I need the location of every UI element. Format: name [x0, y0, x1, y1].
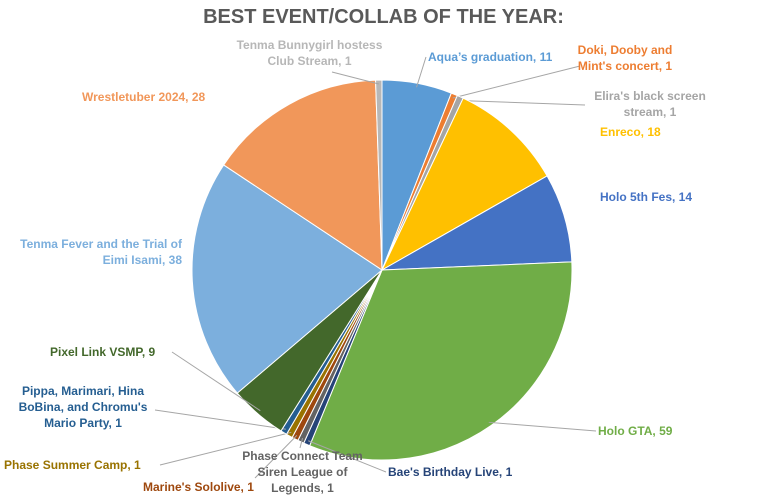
- leader-line: [488, 421, 597, 432]
- leader-line: [416, 56, 427, 88]
- data-label: Phase Summer Camp, 1: [4, 458, 141, 472]
- pie-slice: [191, 164, 383, 394]
- data-label: Elira's black screen stream, 1: [594, 89, 706, 119]
- leader-line: [154, 409, 286, 430]
- leader-line: [171, 351, 261, 412]
- pie-slice: [222, 79, 383, 271]
- leader-line: [299, 438, 304, 449]
- data-label: Bae's Birthday Live, 1: [388, 465, 513, 479]
- pie-slice: [380, 97, 548, 272]
- data-label: Enreco, 18: [600, 125, 661, 139]
- data-label: Phase Connect Team Siren League of Legen…: [242, 449, 363, 495]
- data-label: Holo GTA, 59: [598, 424, 673, 438]
- leader-line: [159, 431, 292, 466]
- chart-title: BEST EVENT/COLLAB OF THE YEAR:: [203, 6, 564, 28]
- data-label: Doki, Dooby and Mint's concert, 1: [577, 43, 673, 73]
- data-label: Wrestletuber 2024, 28: [82, 90, 206, 104]
- data-label: Aqua’s graduation, 11: [428, 50, 553, 64]
- pie-slice: [375, 79, 383, 271]
- leader-line: [458, 100, 586, 106]
- pie-slice: [309, 261, 573, 461]
- data-label: Tenma Bunnygirl hostess Club Stream, 1: [236, 38, 383, 68]
- data-label: Pippa, Marimari, Hina BoBina, and Chromu…: [18, 384, 148, 430]
- data-label: Marine's Sololive, 1: [143, 480, 254, 494]
- data-label: Tenma Fever and the Trial of Eimi Isami,…: [20, 237, 182, 267]
- leader-line: [452, 65, 581, 99]
- leader-line: [331, 71, 379, 85]
- leader-line: [308, 440, 387, 473]
- leader-line: [254, 435, 298, 479]
- data-label: Holo 5th Fes, 14: [600, 190, 693, 204]
- data-label: Pixel Link VSMP, 9: [50, 345, 156, 359]
